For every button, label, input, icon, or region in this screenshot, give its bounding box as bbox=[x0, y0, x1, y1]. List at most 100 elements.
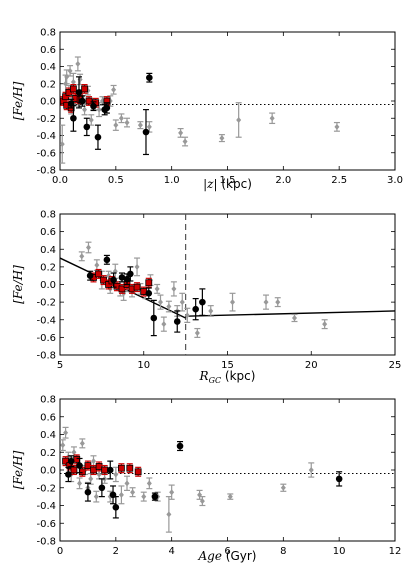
data-point bbox=[166, 303, 172, 310]
data-point bbox=[308, 467, 314, 473]
data-point bbox=[96, 106, 102, 113]
data-point bbox=[169, 489, 175, 496]
y-tick-label: -0.6 bbox=[36, 333, 56, 344]
y-axis-label: [Fe/H] bbox=[11, 81, 25, 120]
data-point bbox=[103, 256, 111, 264]
data-point bbox=[146, 123, 152, 130]
data-point bbox=[176, 442, 184, 450]
markers bbox=[60, 56, 340, 164]
y-tick-label: 0.4 bbox=[40, 245, 56, 256]
data-point bbox=[65, 88, 73, 96]
x-axis-label: Age (Gyr) bbox=[198, 549, 257, 563]
data-point bbox=[88, 116, 94, 123]
y-axis-label: [Fe/H] bbox=[11, 450, 25, 489]
data-point bbox=[166, 511, 172, 518]
data-point bbox=[101, 466, 109, 474]
data-point bbox=[73, 455, 81, 463]
x-tick-label: 3.0 bbox=[387, 175, 403, 186]
x-tick-label: 2.5 bbox=[331, 175, 347, 186]
data-point bbox=[134, 263, 140, 270]
y-tick-label: 0.8 bbox=[40, 395, 56, 406]
data-point bbox=[126, 464, 134, 472]
panel-1: -0.8 -0.6 -0.4 -0.2 0.0 0.2 0.4 0.6 0.8 0.0 0.5 1.0… bbox=[11, 28, 403, 192]
data-point bbox=[199, 498, 205, 505]
y-tick-label: -0.6 bbox=[36, 148, 56, 159]
data-point bbox=[64, 73, 70, 80]
x-tick-label: 8 bbox=[280, 546, 286, 557]
series-black-circle bbox=[67, 72, 153, 156]
x-tick-label: 2 bbox=[113, 546, 119, 557]
data-point bbox=[111, 86, 117, 93]
data-point bbox=[118, 274, 126, 281]
data-point bbox=[150, 314, 158, 322]
data-point bbox=[94, 133, 102, 141]
data-point bbox=[118, 115, 124, 122]
x-tick-label: 20 bbox=[305, 360, 318, 371]
data-point bbox=[93, 493, 99, 500]
data-point bbox=[78, 468, 86, 476]
data-point bbox=[192, 305, 199, 313]
markers bbox=[78, 241, 328, 338]
y-tick-label: -0.8 bbox=[36, 351, 56, 362]
x-tick-label: 5 bbox=[57, 360, 63, 371]
data-point bbox=[199, 298, 206, 306]
x-tick-label: 0.0 bbox=[52, 175, 68, 186]
data-point bbox=[124, 480, 130, 487]
series-black-circle bbox=[86, 254, 206, 337]
y-tick-label: 0.6 bbox=[40, 45, 56, 56]
data-point bbox=[75, 60, 81, 67]
y-axis-label: [Fe/H] bbox=[11, 265, 25, 304]
x-tick-label: 1.0 bbox=[164, 175, 180, 186]
series-gray-diamond bbox=[78, 241, 328, 338]
data-point bbox=[76, 462, 83, 469]
data-point bbox=[227, 493, 233, 500]
data-point bbox=[106, 272, 112, 279]
y-tick-label: 0.6 bbox=[40, 412, 56, 423]
data-point bbox=[133, 283, 141, 291]
data-point bbox=[110, 276, 117, 284]
panel-3: -0.8 -0.6 -0.4 -0.2 0.0 0.2 0.4 0.6 0.8 0 2 4 6 8 10 12… bbox=[11, 395, 401, 564]
data-point bbox=[182, 138, 188, 145]
data-point bbox=[94, 262, 100, 269]
data-point bbox=[118, 464, 125, 472]
y-tick-label: -0.8 bbox=[36, 166, 56, 177]
data-point bbox=[335, 475, 343, 483]
data-point bbox=[146, 480, 152, 487]
data-point bbox=[208, 307, 214, 314]
data-point bbox=[141, 493, 147, 500]
data-point bbox=[85, 97, 93, 105]
series-gray-diamond bbox=[60, 56, 340, 164]
y-tick-label: 0.8 bbox=[40, 28, 56, 39]
data-point bbox=[79, 440, 85, 447]
y-tick-label: -0.4 bbox=[36, 315, 56, 326]
data-point bbox=[137, 122, 143, 129]
data-point bbox=[118, 491, 124, 498]
data-point bbox=[103, 104, 111, 112]
x-tick-label: 2.0 bbox=[275, 175, 291, 186]
data-point bbox=[84, 462, 92, 469]
y-tick-label: 0.4 bbox=[40, 62, 56, 73]
data-point bbox=[145, 290, 153, 297]
x-axis-label: |z| (kpc) bbox=[203, 177, 252, 191]
data-point bbox=[90, 102, 97, 110]
data-point bbox=[219, 135, 225, 142]
y-tick-label: -0.6 bbox=[36, 519, 56, 530]
data-point bbox=[127, 270, 134, 278]
data-point bbox=[154, 285, 160, 292]
data-point bbox=[134, 468, 142, 476]
x-tick-label: 0 bbox=[57, 546, 63, 557]
data-point bbox=[98, 484, 106, 492]
data-point bbox=[88, 475, 94, 482]
data-point bbox=[75, 89, 83, 96]
y-tick-label: 0.0 bbox=[40, 97, 56, 108]
data-point bbox=[236, 116, 242, 123]
data-point bbox=[70, 114, 77, 122]
x-tick-label: 15 bbox=[221, 360, 234, 371]
data-point bbox=[130, 489, 136, 496]
data-point bbox=[70, 79, 76, 86]
series-black-circle bbox=[65, 441, 343, 519]
data-point bbox=[81, 85, 88, 93]
y-tick-label: 0.0 bbox=[40, 280, 56, 291]
data-point bbox=[71, 449, 77, 456]
data-point bbox=[95, 463, 103, 470]
